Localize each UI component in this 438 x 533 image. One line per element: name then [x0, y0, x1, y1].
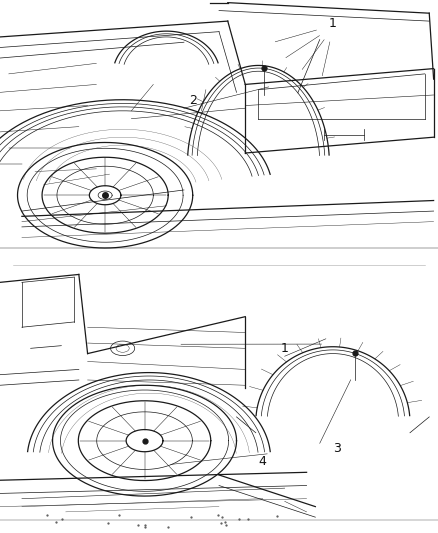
Text: 2: 2 [189, 94, 197, 107]
Text: 3: 3 [333, 442, 341, 455]
Text: 1: 1 [329, 17, 337, 30]
Text: 1: 1 [281, 342, 289, 355]
Text: 4: 4 [259, 455, 267, 469]
